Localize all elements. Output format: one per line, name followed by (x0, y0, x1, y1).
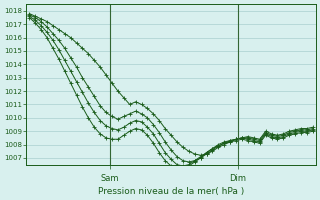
X-axis label: Pression niveau de la mer( hPa ): Pression niveau de la mer( hPa ) (98, 187, 244, 196)
